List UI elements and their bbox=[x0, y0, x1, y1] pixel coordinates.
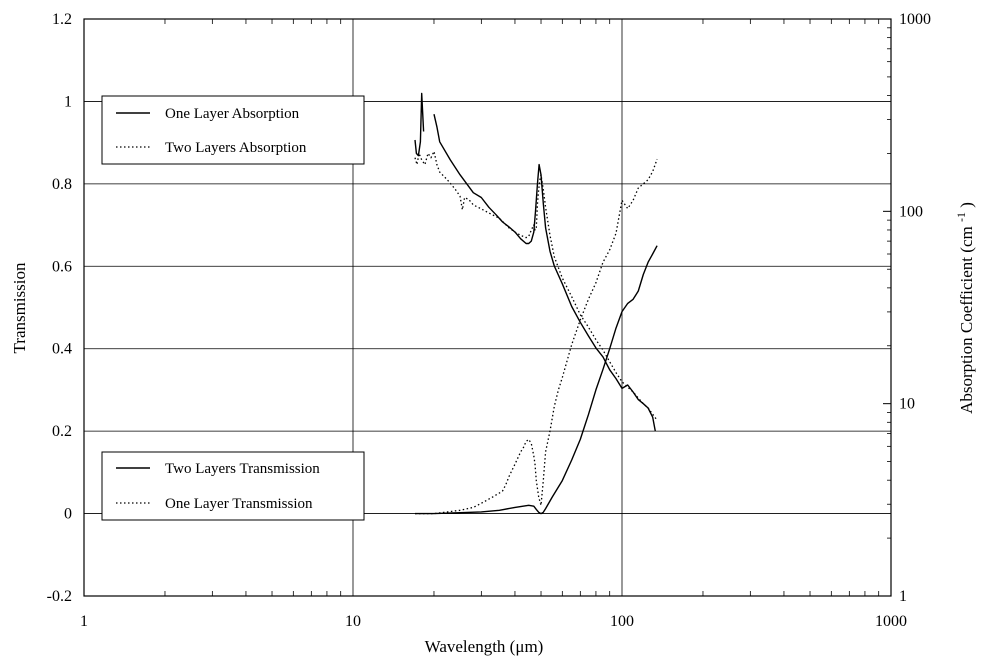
x-tick-label: 100 bbox=[610, 613, 634, 630]
series-two-layers-transmission bbox=[415, 245, 658, 515]
y-right-axis-title-main: Absorption Coefficient (cm bbox=[957, 226, 976, 414]
y-right-tick-label: 10 bbox=[899, 396, 915, 413]
series-one-layer-absorption bbox=[414, 92, 425, 157]
legend-label-one-layer-absorption: One Layer Absorption bbox=[165, 106, 300, 122]
legend-absorption: One Layer Absorption Two Layers Absorpti… bbox=[101, 95, 365, 165]
y-left-tick-label: 1.2 bbox=[52, 11, 72, 28]
y-left-tick-label: 0.6 bbox=[52, 258, 72, 275]
plot-frame bbox=[83, 18, 892, 597]
y-left-tick-label: -0.2 bbox=[47, 588, 72, 605]
y-right-axis-title-close: ) bbox=[957, 202, 976, 208]
axis-ticks: -0.2 0 0.2 0.4 0.6 0.8 1 1.2 1 10 100 1000 1 10 100 100… bbox=[47, 11, 931, 630]
y-left-tick-label: 0.2 bbox=[52, 423, 72, 440]
y-right-tick-label: 1 bbox=[899, 588, 907, 605]
series-two-layers-absorption bbox=[414, 150, 658, 421]
legend-label-two-layers-transmission: Two Layers Transmission bbox=[165, 461, 320, 477]
legend-transmission: Two Layers Transmission One Layer Transm… bbox=[101, 451, 365, 521]
series-one-layer-transmission bbox=[415, 158, 658, 515]
x-tick-label: 1 bbox=[80, 613, 88, 630]
x-tick-label: 10 bbox=[345, 613, 361, 630]
legend-label-two-layers-absorption: Two Layers Absorption bbox=[165, 140, 307, 156]
y-left-tick-label: 0.8 bbox=[52, 176, 72, 193]
legend-transmission-box bbox=[101, 451, 365, 521]
series-group bbox=[414, 92, 658, 515]
x-axis-title: Wavelength (μm) bbox=[425, 637, 544, 656]
legend-absorption-box bbox=[101, 95, 365, 165]
y-left-tick-label: 0.4 bbox=[52, 341, 72, 358]
y-right-axis-title-sup: -1 bbox=[954, 212, 968, 222]
y-right-tick-label: 100 bbox=[899, 203, 923, 220]
y-left-axis-title: Transmission bbox=[10, 262, 29, 354]
y-right-axis-title: Absorption Coefficient (cm -1 ) bbox=[950, 202, 976, 414]
x-tick-label: 1000 bbox=[875, 613, 907, 630]
legend-label-one-layer-transmission: One Layer Transmission bbox=[165, 496, 313, 512]
y-left-tick-label: 1 bbox=[64, 93, 72, 110]
y-right-tick-label: 1000 bbox=[899, 11, 931, 28]
y-left-tick-label: 0 bbox=[64, 506, 72, 523]
